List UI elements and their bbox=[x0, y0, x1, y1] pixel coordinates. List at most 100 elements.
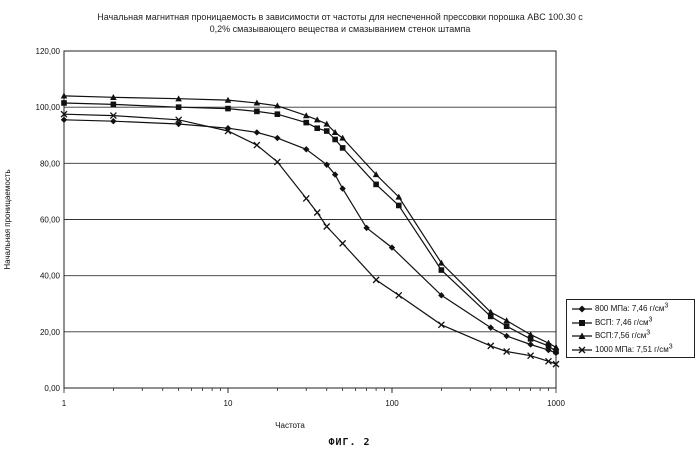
legend-item: 1000 МПа: 7,51 г/см3 bbox=[571, 343, 693, 357]
series-diamond bbox=[60, 116, 560, 357]
data-point-x bbox=[109, 112, 117, 120]
data-point-x bbox=[313, 209, 321, 216]
data-point-diamond bbox=[175, 120, 182, 128]
data-point-diamond bbox=[363, 224, 370, 232]
y-tick-label: 0,00 bbox=[44, 384, 60, 393]
data-point-triangle bbox=[395, 193, 403, 200]
y-tick-label: 60,00 bbox=[40, 216, 61, 225]
data-point-triangle bbox=[438, 259, 445, 266]
series-x bbox=[60, 110, 560, 368]
data-point-square bbox=[339, 145, 346, 151]
plot-area bbox=[63, 50, 557, 389]
data-point-square bbox=[487, 313, 494, 320]
data-point-diamond bbox=[388, 244, 396, 251]
data-point-x bbox=[253, 141, 261, 149]
legend-label: ВСП: 7,46 г/см3 bbox=[595, 315, 653, 327]
x-tick-label: 10 bbox=[224, 399, 233, 408]
data-point-x bbox=[372, 276, 380, 284]
data-point-x bbox=[323, 223, 331, 230]
data-point-x bbox=[273, 158, 281, 166]
data-point-triangle bbox=[253, 99, 261, 106]
data-point-square bbox=[332, 136, 338, 143]
data-point-triangle bbox=[110, 93, 117, 100]
x-tick-label: 1000 bbox=[547, 399, 565, 408]
data-point-triangle bbox=[302, 112, 310, 119]
data-point-square bbox=[545, 343, 552, 349]
data-point-square bbox=[110, 101, 117, 108]
legend-marker-x bbox=[572, 346, 592, 353]
data-point-triangle bbox=[527, 331, 534, 338]
y-tick-label: 80,00 bbox=[40, 159, 61, 168]
data-point-square bbox=[274, 111, 281, 117]
legend-item: ВСП: 7,46 г/см3 bbox=[571, 316, 693, 330]
data-point-x bbox=[339, 239, 347, 247]
legend-label: ВСП:7,56 г/см3 bbox=[595, 329, 651, 340]
series-line bbox=[63, 102, 557, 352]
data-point-triangle bbox=[313, 116, 321, 123]
data-point-square bbox=[395, 202, 402, 209]
data-point-triangle bbox=[60, 92, 68, 99]
data-point-x bbox=[302, 194, 310, 202]
data-point-diamond bbox=[331, 171, 339, 178]
data-point-triangle bbox=[274, 102, 281, 109]
legend-label: 1000 МПа: 7,51 г/см3 bbox=[595, 342, 673, 354]
data-point-diamond bbox=[438, 292, 445, 299]
data-point-square bbox=[323, 128, 330, 134]
data-point-diamond bbox=[303, 146, 310, 153]
legend-marker-square bbox=[572, 319, 592, 326]
data-point-triangle bbox=[331, 129, 339, 136]
y-tick-label: 40,00 bbox=[40, 272, 61, 281]
y-tick-label: 120,00 bbox=[36, 47, 61, 56]
data-point-diamond bbox=[527, 341, 534, 348]
data-point-x bbox=[437, 321, 445, 329]
data-point-square bbox=[373, 181, 379, 188]
data-point-square bbox=[553, 348, 559, 355]
y-tick-label: 100,00 bbox=[36, 103, 61, 112]
data-point-square bbox=[438, 267, 445, 273]
data-point-square bbox=[527, 336, 534, 342]
series-line bbox=[63, 119, 557, 354]
legend-item: 800 МПа: 7,46 г/см3 bbox=[571, 302, 693, 316]
series-line bbox=[63, 113, 557, 365]
data-point-triangle bbox=[545, 339, 552, 346]
chart-subtitle: 0,2% смазывающего вещества и смазыванием… bbox=[209, 24, 471, 34]
data-point-diamond bbox=[503, 332, 510, 340]
data-point-square bbox=[61, 100, 67, 106]
data-point-diamond bbox=[323, 161, 330, 168]
data-point-triangle bbox=[224, 96, 232, 103]
y-tick-label: 20,00 bbox=[40, 328, 61, 337]
figure-caption: ФИГ. 2 bbox=[328, 437, 371, 448]
data-point-diamond bbox=[60, 116, 68, 124]
legend-marker-diamond bbox=[572, 305, 592, 313]
x-tick-label: 100 bbox=[385, 399, 399, 408]
data-point-x bbox=[545, 357, 552, 365]
data-point-x bbox=[175, 116, 183, 124]
data-point-diamond bbox=[545, 346, 552, 354]
data-point-x bbox=[552, 360, 560, 368]
data-point-diamond bbox=[487, 324, 494, 331]
data-point-triangle bbox=[503, 317, 510, 324]
data-point-triangle bbox=[175, 95, 182, 102]
x-tick-label: 1 bbox=[62, 399, 67, 408]
data-point-x bbox=[224, 127, 232, 135]
data-point-diamond bbox=[253, 129, 261, 136]
data-point-square bbox=[503, 323, 510, 330]
series-triangle bbox=[60, 92, 560, 350]
data-point-triangle bbox=[323, 120, 331, 127]
legend-marker-triangle bbox=[572, 332, 592, 339]
y-axis-label: Начальная проницаемость bbox=[3, 169, 12, 269]
data-point-triangle bbox=[552, 343, 560, 350]
series-line bbox=[63, 95, 557, 348]
data-point-triangle bbox=[339, 134, 346, 141]
data-point-diamond bbox=[339, 185, 346, 192]
data-point-square bbox=[225, 105, 231, 112]
data-point-x bbox=[527, 352, 535, 360]
series-square bbox=[61, 100, 559, 355]
data-point-square bbox=[314, 125, 321, 132]
chart-legend: 800 МПа: 7,46 г/см3 ВСП: 7,46 г/см3 ВСП:… bbox=[566, 299, 695, 358]
data-point-x bbox=[503, 348, 511, 355]
data-point-x bbox=[487, 342, 495, 350]
data-point-diamond bbox=[274, 134, 281, 142]
data-point-triangle bbox=[372, 171, 380, 178]
